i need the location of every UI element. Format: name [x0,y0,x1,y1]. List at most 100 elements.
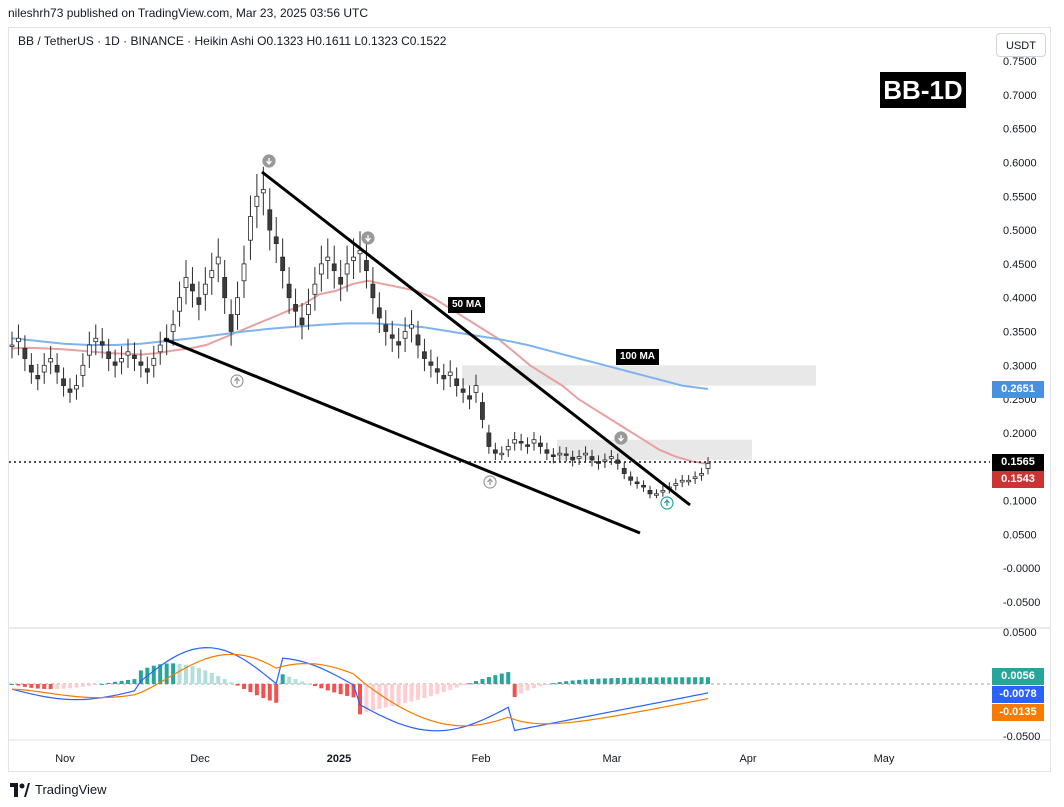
candle-body [679,479,685,483]
candle-body [647,490,653,495]
candle-body [492,449,498,454]
macd-histogram-bar [358,684,362,715]
macd-histogram-bar [203,670,208,684]
candle-body [512,439,518,444]
macd-histogram-bar [312,684,317,687]
candle-body [241,263,247,282]
macd-histogram-bar [706,677,710,684]
candle-body [138,361,144,366]
candle-body [325,256,331,261]
candle-body [183,276,189,288]
candle-body [35,375,41,380]
macd-histogram-bar [416,684,420,700]
macd-histogram-bar [106,682,111,684]
macd-histogram-bar [370,684,375,711]
macd-line [11,646,709,732]
candle-body [151,358,157,366]
candle-body [74,385,79,390]
macd-histogram-bar [68,684,72,689]
macd-histogram-bar [628,677,633,684]
candle-body [16,337,21,343]
candle-body [235,297,240,315]
candle-body [344,263,350,275]
candle-body [428,361,434,366]
price-tick-label: 0.3500 [1003,327,1037,339]
macd-histogram-bar [364,684,369,713]
macd-axis: 0.0500 -0.0500 [1003,627,1040,743]
candle-body [389,334,395,339]
currency-button[interactable]: USDT [996,33,1046,57]
candle-body [209,270,215,278]
marker-arrow [266,158,272,166]
macd-histogram-bar [229,682,234,684]
candle-body [273,236,279,244]
time-tick-label: Dec [190,753,210,765]
ma100-label: 100 MA [616,349,660,365]
candle-body [473,385,479,393]
tradingview-logo[interactable]: TradingView [10,782,107,797]
macd-histogram-bar [132,679,137,684]
macd-histogram-bar [184,664,188,684]
macd-histogram-bar [16,684,21,686]
candle-body [544,449,550,454]
candle-body [112,361,118,366]
macd-histogram-bar [441,684,446,692]
macd-tick-label: 0.0500 [1003,627,1037,639]
candle-body [563,453,569,456]
price-tick-label: 0.6000 [1003,157,1037,169]
candle-body [80,364,86,376]
macd-histogram-bar [113,681,118,684]
macd-histogram-bar [660,677,665,684]
price-axis: 0.7500 0.7000 0.6500 0.6000 0.5500 0.5000 0.45… [1003,56,1040,609]
candle-body [41,364,47,373]
candle-body [202,283,208,295]
candle-body [383,324,389,332]
macd-histogram-bar [564,681,569,684]
time-tick-label: Nov [55,753,75,765]
candle-body [505,446,511,451]
macd-histogram-bar [422,684,427,699]
macd-histogram-bar [435,684,440,695]
candle-body [286,283,292,299]
candle-body [357,249,363,255]
macd-histogram-bar [55,684,60,690]
macd-histogram-bar [306,683,311,685]
macd-histogram-bar [171,663,176,684]
macd-histogram-bar [119,680,124,684]
candle-body [54,364,60,373]
macd-signal-label: -0.0135 [992,704,1044,721]
macd-histogram-bar [151,665,156,684]
candles [9,166,711,499]
candle-body [293,304,298,312]
candle-body [447,371,453,376]
candle-body [280,256,286,272]
macd-histogram-bar [686,677,691,684]
macd-histogram-bar [390,684,395,707]
candle-body [106,351,112,359]
candle-body [28,364,34,373]
candle-body [215,256,221,265]
symbol-legend: BB / TetherUS · 1D · BINANCE · Heikin As… [18,34,447,48]
macd-histogram-bar [248,684,253,693]
macd-histogram-bar [667,677,672,684]
price-tick-label: 0.7500 [1003,56,1037,68]
macd-histogram-bar [596,678,601,684]
macd-histogram-bar [570,680,575,684]
price-tick-label: 0.6500 [1003,124,1037,136]
candle-body [480,402,485,420]
macd-histogram-bar [177,663,182,684]
macd-histogram-bar [602,678,607,684]
time-axis: Nov Dec 2025 Feb Mar Apr May [55,753,895,765]
candle-body [86,344,92,356]
candle-body [338,276,344,285]
macd-histogram-bar [87,684,92,686]
macd-histogram-bar [467,683,472,685]
candle-body [376,307,382,319]
candle-body [222,276,228,299]
candle-body [441,375,447,380]
macd-histogram-bar [448,684,453,690]
price-tick-label: -0.0500 [1003,597,1040,609]
macd-histogram-bar [332,684,337,693]
candle-body [583,452,588,456]
